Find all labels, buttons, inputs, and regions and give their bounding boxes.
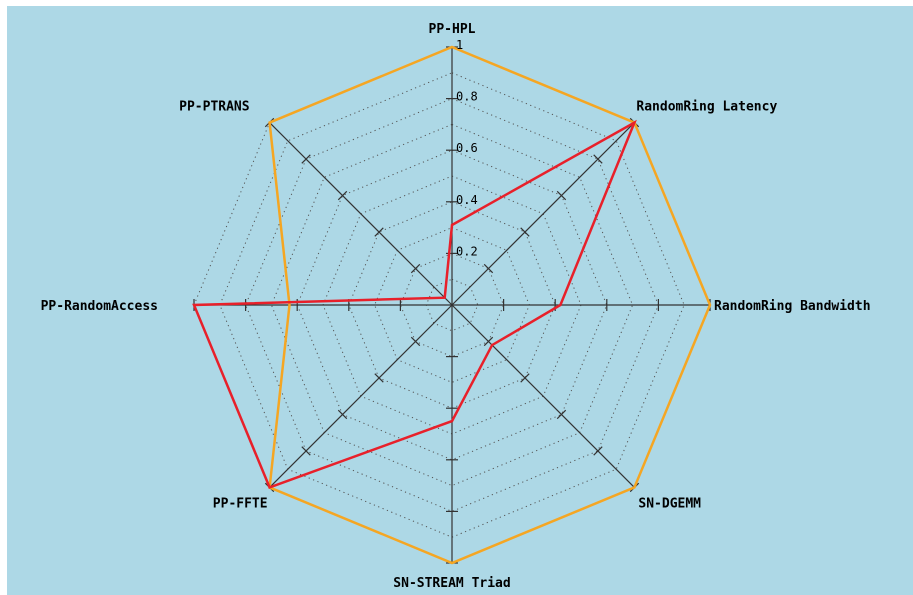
axis-tick [556,190,567,201]
axis-layer [193,46,711,564]
axis-tick [301,154,311,164]
grid-ring [245,98,659,512]
series-layer [192,45,712,565]
axis-label: PP-FFTE [213,496,268,511]
label-layer: 0.2 0.4 0.6 0.8 1PP-HPL RandomRing Latency Ran… [41,22,871,591]
axis-label: SN-DGEMM [638,496,701,511]
axis-label: PP-PTRANS [179,100,250,115]
grid-ring [399,252,505,358]
axis-label: PP-HPL [429,22,476,37]
axis-tick [520,373,530,383]
tick-label: 0.2 [456,244,478,258]
axis-tick [337,409,348,420]
series-line-1 [268,45,712,565]
axis-line [269,122,453,306]
tick-label: 1 [456,38,463,52]
axis-label: RandomRing Bandwidth [714,299,871,314]
axis-tick [374,373,384,383]
axis-tick [410,263,421,274]
radar-chart: 0.2 0.4 0.6 0.8 1 PP-HPL RandomRing Latency Ran… [7,6,913,595]
axis-tick [520,227,530,237]
axis-tick [301,446,311,456]
axis-tick [593,446,603,456]
grid-ring [270,123,634,487]
axis-line [451,122,635,306]
axis-tick [556,409,567,420]
axis-label: SN-STREAM Triad [393,576,510,591]
axis-tick [374,227,384,237]
series-line-2 [192,119,637,489]
axis-tick [483,336,494,347]
axis-line [269,304,453,488]
axis-tick [410,336,421,347]
grid-ring [374,227,530,383]
axis-line [451,304,635,488]
axis-tick [337,190,348,201]
axis-label: PP-RandomAccess [41,299,158,314]
radar-chart-svg: 0.2 0.4 0.6 0.8 1PP-HPL RandomRing Latency Ran… [41,22,871,591]
tick-label: 0.8 [456,90,478,104]
grid-ring [296,149,608,461]
axis-label: RandomRing Latency [636,100,777,115]
tick-label: 0.6 [456,141,478,155]
axis-tick [483,263,494,274]
tick-label: 0.4 [456,193,478,207]
axis-tick [593,154,603,164]
